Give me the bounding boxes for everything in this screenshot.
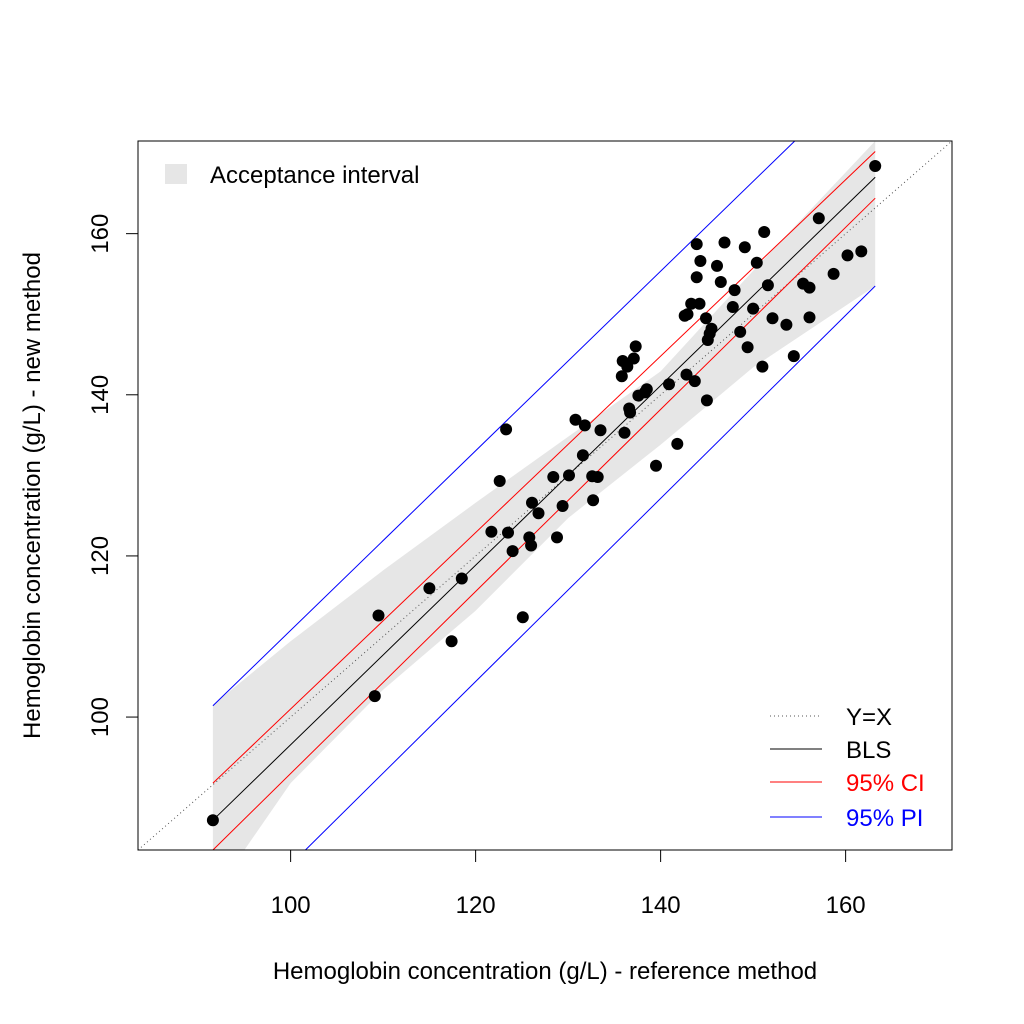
data-point (855, 245, 868, 258)
data-point (206, 814, 219, 827)
pi-upper-line (212, 140, 796, 707)
ci-upper-line (212, 151, 876, 784)
data-point (694, 255, 707, 267)
data-point (500, 423, 513, 436)
acceptance-interval-band (212, 141, 876, 850)
data-point (485, 525, 498, 538)
data-point (502, 526, 514, 539)
data-point (841, 249, 854, 262)
data-point (532, 507, 545, 520)
legend-lines: Y=X BLS 95% CI 95% PI (770, 704, 925, 832)
data-points-layer (206, 160, 882, 827)
data-point (761, 279, 774, 292)
data-point (445, 635, 458, 648)
legend-label-y-equals-x: Y=X (846, 704, 892, 731)
data-point (700, 394, 713, 407)
data-point (700, 312, 712, 325)
data-point (690, 238, 703, 251)
data-point (688, 375, 701, 388)
data-point (372, 609, 385, 622)
data-point (766, 312, 779, 325)
data-point (629, 340, 642, 353)
data-point (685, 297, 698, 310)
data-point (711, 259, 723, 272)
y-tick-label: 120 (87, 536, 114, 576)
data-point (563, 469, 575, 482)
data-point (621, 360, 634, 373)
y-tick-label: 160 (87, 214, 114, 254)
data-point (758, 226, 771, 238)
pi-lower-line (305, 285, 876, 851)
data-point (578, 419, 591, 432)
x-tick-label: 140 (641, 892, 681, 919)
regression-lines-layer (137, 140, 953, 851)
data-point (734, 325, 747, 338)
legend-label-acceptance: Acceptance interval (210, 162, 419, 189)
legend-label-pi: 95% PI (846, 805, 923, 832)
data-point (803, 311, 816, 324)
axes-layer: 100 120 140 160 100 120 140 160 (87, 214, 866, 919)
ci-lower-line (212, 197, 876, 851)
x-axis-label: Hemoglobin concentration (g/L) - referen… (273, 958, 817, 985)
data-point (650, 459, 662, 472)
legend-acceptance: Acceptance interval (165, 162, 419, 189)
data-point (690, 271, 703, 284)
x-tick-label: 120 (456, 892, 496, 919)
data-point (787, 350, 800, 363)
data-point (756, 360, 769, 373)
plot-frame (137, 140, 953, 851)
data-point (556, 500, 569, 512)
data-point (525, 539, 538, 552)
data-point (869, 160, 882, 172)
data-point (627, 352, 640, 365)
data-point (714, 276, 727, 288)
legend-label-ci: 95% CI (846, 770, 925, 797)
data-point (526, 496, 538, 509)
data-point (741, 341, 754, 354)
data-point (738, 241, 751, 254)
data-point (671, 437, 684, 450)
data-point (423, 582, 436, 595)
legend-label-bls: BLS (846, 737, 891, 764)
data-point (718, 236, 731, 249)
data-point (594, 424, 607, 437)
data-point (693, 297, 706, 310)
data-point (705, 322, 718, 335)
data-point (516, 611, 529, 624)
acceptance-interval-layer (212, 141, 876, 850)
data-point (780, 318, 793, 331)
data-point (747, 302, 760, 315)
data-point (803, 281, 816, 294)
data-point (569, 413, 582, 426)
data-point (663, 378, 675, 391)
data-point (493, 475, 506, 487)
data-point (728, 284, 741, 297)
y-axis-label: Hemoglobin concentration (g/L) - new met… (19, 252, 46, 739)
data-point (615, 370, 628, 383)
data-point (640, 383, 653, 396)
y-tick-label: 100 (87, 697, 114, 737)
data-point (618, 426, 631, 439)
data-point (547, 471, 560, 483)
data-point (680, 368, 693, 381)
data-point (827, 267, 840, 280)
bls-line (212, 176, 876, 821)
legend-swatch-acceptance (165, 164, 187, 184)
data-point (591, 471, 604, 483)
data-point (726, 301, 739, 313)
data-point (576, 449, 589, 462)
data-point (587, 494, 600, 507)
x-tick-label: 100 (271, 892, 311, 919)
data-point (368, 690, 381, 703)
y-tick-label: 140 (87, 375, 114, 415)
data-point (506, 545, 519, 558)
data-point (551, 531, 563, 544)
data-point (624, 406, 637, 419)
data-point (750, 256, 763, 269)
x-tick-label: 160 (826, 892, 866, 919)
data-point (681, 308, 694, 321)
data-point (455, 572, 468, 585)
data-point (812, 212, 825, 225)
